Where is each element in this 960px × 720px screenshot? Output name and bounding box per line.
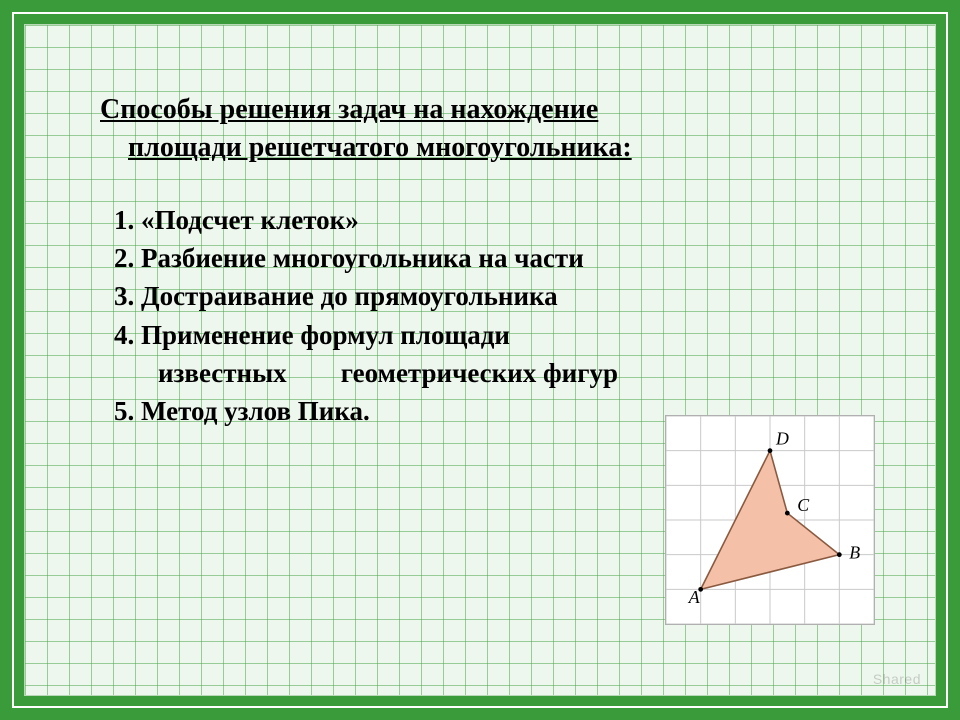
svg-text:D: D <box>775 429 789 449</box>
list-item: 1. «Подсчет клеток» <box>114 201 895 239</box>
triangle-figure: A B C D <box>665 415 875 625</box>
slide-title: Способы решения задач на нахождение площ… <box>100 91 895 167</box>
grid-panel: Способы решения задач на нахождение площ… <box>24 24 936 696</box>
list-item: 2. Разбиение многоугольника на части <box>114 239 895 277</box>
list-item: 3. Достраивание до прямоугольника <box>114 277 895 315</box>
list-item-continuation: известных геометрических фигур <box>114 354 895 392</box>
outer-frame: Способы решения задач на нахождение площ… <box>12 12 948 708</box>
watermark-text: Shared <box>873 671 921 687</box>
methods-list: 1. «Подсчет клеток» 2. Разбиение многоуг… <box>100 201 895 431</box>
list-item: 4. Применение формул площади <box>114 316 895 354</box>
list-item-part: известных <box>158 358 287 388</box>
svg-text:B: B <box>849 543 860 563</box>
slide-content: Способы решения задач на нахождение площ… <box>100 91 895 431</box>
svg-text:C: C <box>797 495 810 515</box>
svg-text:A: A <box>688 587 700 607</box>
title-line-1: Способы решения задач на нахождение <box>100 91 895 129</box>
title-line-2: площади решетчатого многоугольника: <box>100 129 895 167</box>
triangle-svg: A B C D <box>666 416 874 624</box>
list-item-part: геометрических фигур <box>341 358 618 388</box>
